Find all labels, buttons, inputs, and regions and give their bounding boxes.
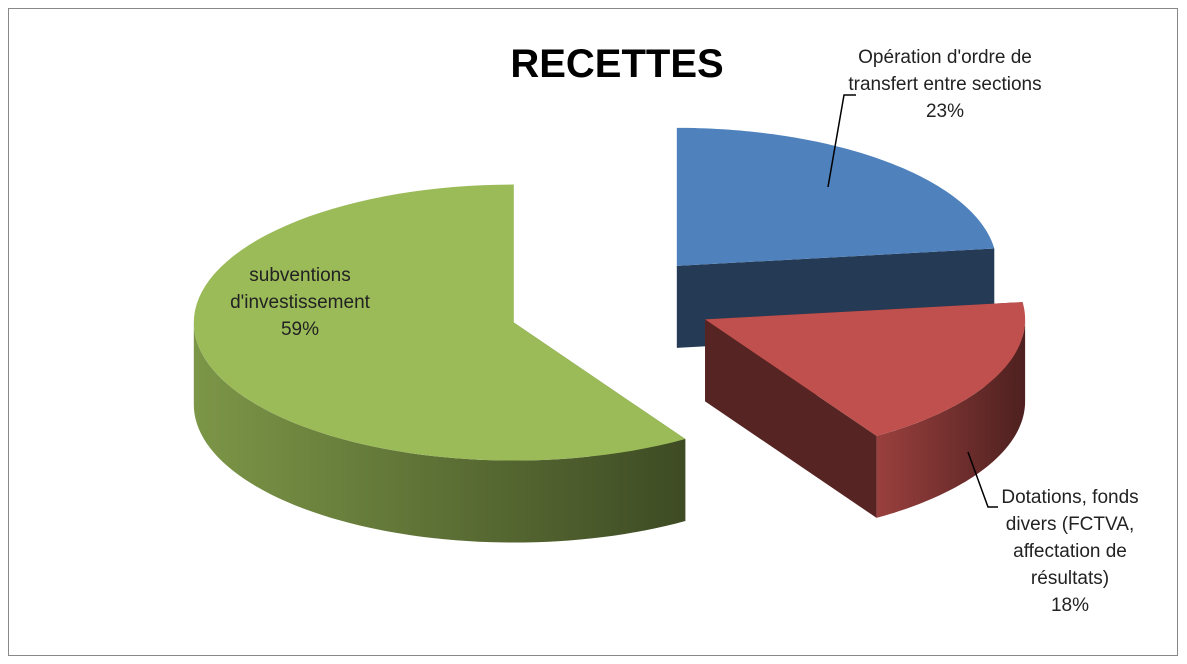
data-label: Opération d'ordre de transfert entre sec… — [830, 44, 1060, 125]
slice-side — [193, 322, 686, 543]
slice — [705, 302, 1026, 436]
category-label: subventions d'investissement — [230, 265, 370, 313]
value-label: 23% — [925, 101, 965, 122]
slice-side — [876, 319, 1026, 518]
category-label: Opération d'ordre de transfert entre sec… — [848, 47, 1042, 95]
slice-side — [705, 319, 877, 518]
category-label: Dotations, fonds divers (FCTVA, affectat… — [1001, 487, 1139, 589]
chart-frame — [8, 8, 1178, 656]
slice — [193, 184, 686, 543]
slice — [193, 184, 686, 461]
leader-line — [967, 451, 998, 508]
value-label: 59% — [280, 319, 320, 340]
data-label: Dotations, fonds divers (FCTVA, affectat… — [985, 484, 1155, 619]
data-label: subventions d'investissement 59% — [190, 262, 410, 343]
leader-line — [827, 94, 856, 188]
value-label: 18% — [1050, 595, 1090, 616]
chart-title: RECETTES — [510, 42, 724, 86]
slice — [705, 302, 1026, 518]
slice — [676, 127, 995, 266]
